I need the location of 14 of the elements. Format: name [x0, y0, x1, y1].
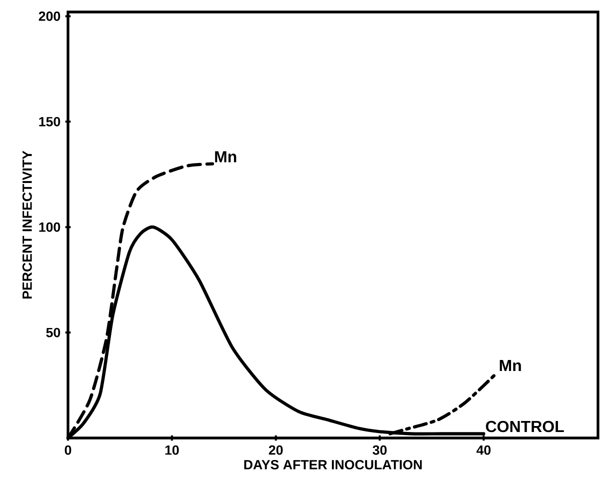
y-tick-label: 100	[39, 222, 60, 232]
x-tick-label: 10	[165, 445, 179, 455]
y-tick-label: 200	[38, 11, 60, 21]
y-tick-label: 50	[46, 328, 60, 338]
x-tick-label: 0	[64, 445, 72, 455]
y-tick-label: 150	[39, 116, 60, 126]
series-label: Mn	[500, 360, 521, 372]
y-axis-title: PERCENT INFECTIVITY	[22, 150, 32, 299]
series-label: Mn	[215, 151, 236, 162]
x-axis-title: DAYS AFTER INOCULATION	[244, 460, 422, 470]
x-tick-label: 20	[268, 445, 283, 455]
x-tick-label: 30	[372, 445, 387, 455]
x-tick-label: 40	[476, 445, 491, 455]
series-label: CONTROL	[486, 420, 564, 432]
